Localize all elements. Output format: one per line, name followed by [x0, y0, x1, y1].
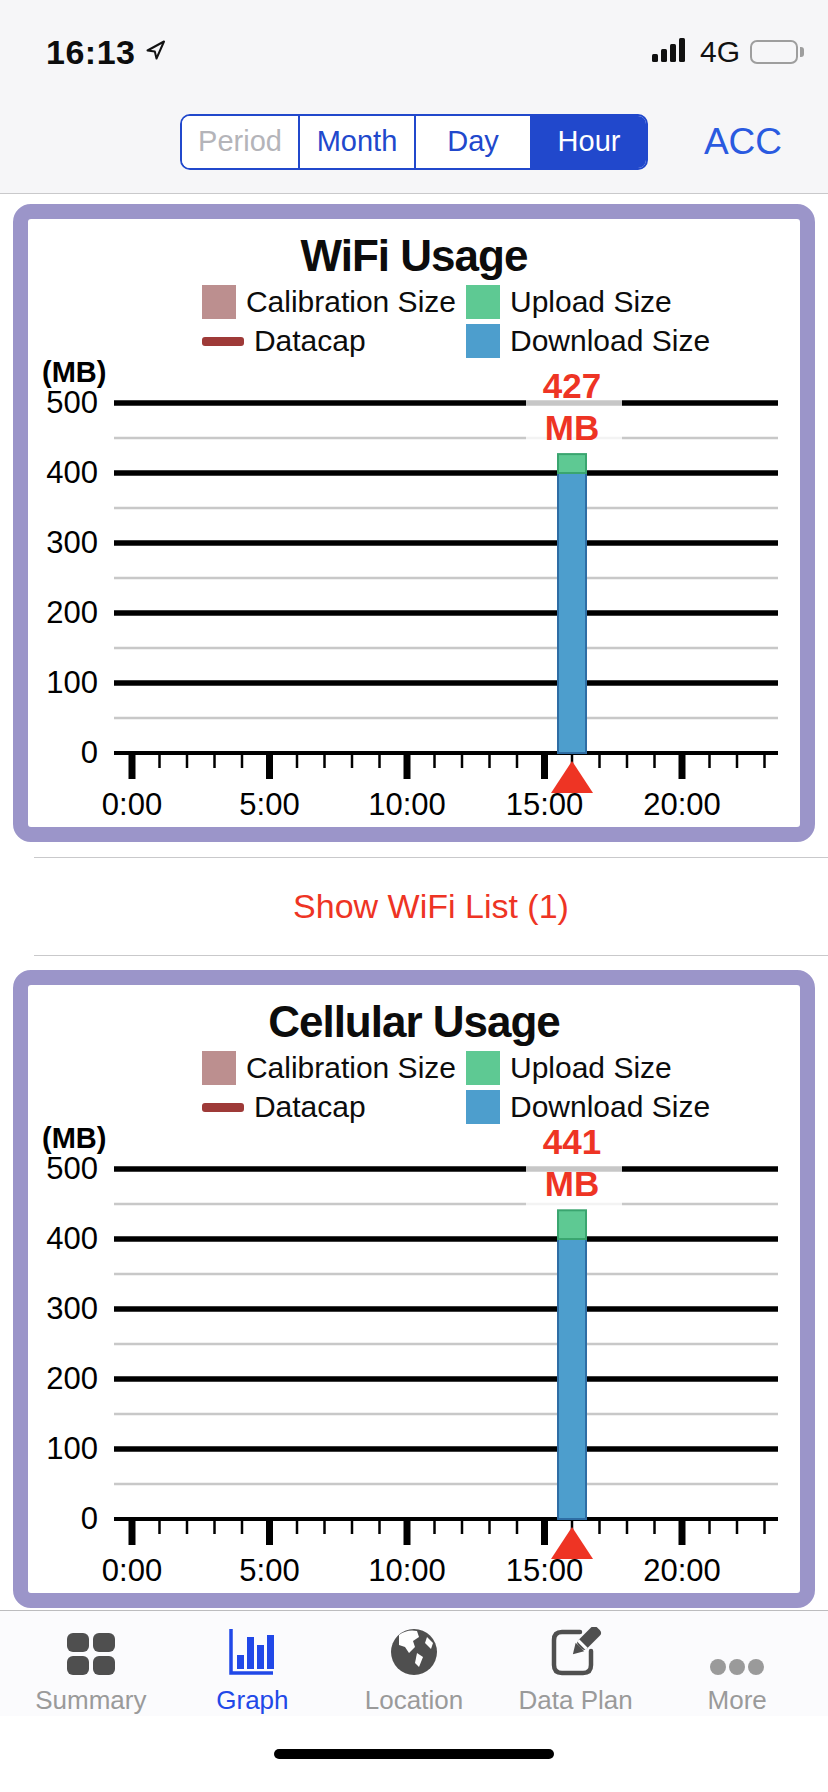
svg-text:5:00: 5:00 [239, 1553, 299, 1588]
network-type-label: 4G [700, 35, 740, 69]
wifi-list-row: Show WiFi List (1) [34, 857, 828, 956]
tab-item-location[interactable]: Location [333, 1627, 495, 1716]
legend-item-download: Download Size [466, 324, 710, 358]
svg-text:0: 0 [81, 735, 98, 770]
svg-text:200: 200 [46, 595, 98, 630]
datacap-line-icon [202, 337, 244, 346]
upload-swatch-icon [466, 1051, 500, 1085]
legend-item-datacap: Datacap [202, 324, 456, 358]
legend-item-calibration: Calibration Size [202, 285, 456, 319]
cellular-chart-legend: Calibration Size Upload Size Datacap Dow… [202, 1051, 710, 1124]
wifi-usage-plot[interactable]: 0100200300400500(MB)0:005:0010:0015:0020… [28, 358, 800, 813]
upload-swatch-icon [466, 285, 500, 319]
tab-item-more[interactable]: More [656, 1627, 818, 1716]
segment-day[interactable]: Day [414, 116, 530, 168]
svg-text:0:00: 0:00 [102, 787, 162, 822]
battery-icon [750, 40, 804, 64]
legend-item-download: Download Size [466, 1090, 710, 1124]
location-arrow-icon [144, 38, 168, 66]
svg-text:300: 300 [46, 1291, 98, 1326]
show-wifi-list-button[interactable]: Show WiFi List (1) [287, 886, 575, 927]
ellipsis-icon [708, 1627, 766, 1677]
download-swatch-icon [466, 324, 500, 358]
svg-text:427: 427 [543, 366, 601, 405]
svg-text:100: 100 [46, 1431, 98, 1466]
home-indicator-area [0, 1716, 828, 1792]
svg-text:0: 0 [81, 1501, 98, 1536]
cellular-chart-card: Cellular Usage Calibration Size Upload S… [13, 970, 815, 1608]
legend-item-upload: Upload Size [466, 285, 710, 319]
svg-text:400: 400 [46, 1221, 98, 1256]
svg-text:MB: MB [545, 408, 599, 447]
legend-item-calibration: Calibration Size [202, 1051, 456, 1085]
bar-chart-icon [227, 1627, 277, 1677]
tab-item-data-plan[interactable]: Data Plan [495, 1627, 657, 1716]
legend-item-upload: Upload Size [466, 1051, 710, 1085]
svg-text:10:00: 10:00 [368, 787, 446, 822]
signal-strength-icon [652, 37, 690, 67]
tab-item-graph[interactable]: Graph [172, 1627, 334, 1716]
svg-text:200: 200 [46, 1361, 98, 1396]
svg-text:20:00: 20:00 [643, 1553, 721, 1588]
svg-text:500: 500 [46, 385, 98, 420]
svg-text:5:00: 5:00 [239, 787, 299, 822]
cellular-usage-plot[interactable]: 0100200300400500(MB)0:005:0010:0015:0020… [28, 1124, 800, 1579]
svg-text:MB: MB [545, 1164, 599, 1203]
segment-hour[interactable]: Hour [530, 116, 646, 168]
svg-text:400: 400 [46, 455, 98, 490]
tab-bar: Summary Graph [0, 1610, 828, 1716]
svg-text:20:00: 20:00 [643, 787, 721, 822]
wifi-chart-card: WiFi Usage Calibration Size Upload Size … [13, 204, 815, 842]
tab-item-summary[interactable]: Summary [10, 1627, 172, 1716]
legend-item-datacap: Datacap [202, 1090, 456, 1124]
segment-month[interactable]: Month [298, 116, 414, 168]
svg-text:(MB): (MB) [42, 356, 106, 388]
svg-text:100: 100 [46, 665, 98, 700]
download-swatch-icon [466, 1090, 500, 1124]
svg-text:441: 441 [543, 1122, 601, 1161]
wifi-chart-title: WiFi Usage [28, 231, 800, 281]
status-bar: 16:13 4G [0, 0, 828, 90]
acc-button[interactable]: ACC [704, 121, 782, 163]
wifi-chart-legend: Calibration Size Upload Size Datacap Dow… [202, 285, 710, 358]
svg-text:(MB): (MB) [42, 1122, 106, 1154]
status-time: 16:13 [46, 33, 135, 72]
compose-icon [550, 1627, 602, 1677]
grid-icon [65, 1627, 117, 1677]
svg-text:500: 500 [46, 1151, 98, 1186]
globe-icon [389, 1627, 439, 1677]
segment-period[interactable]: Period [182, 116, 298, 168]
svg-text:0:00: 0:00 [102, 1553, 162, 1588]
app-screen: 16:13 4G Period Month [0, 0, 828, 1792]
svg-text:10:00: 10:00 [368, 1553, 446, 1588]
cellular-chart-title: Cellular Usage [28, 997, 800, 1047]
calibration-swatch-icon [202, 1051, 236, 1085]
toolbar: Period Month Day Hour ACC [0, 90, 828, 194]
home-indicator[interactable] [274, 1749, 554, 1759]
datacap-line-icon [202, 1103, 244, 1112]
svg-text:300: 300 [46, 525, 98, 560]
period-segmented-control: Period Month Day Hour [180, 114, 648, 170]
calibration-swatch-icon [202, 285, 236, 319]
content: WiFi Usage Calibration Size Upload Size … [0, 194, 828, 1610]
